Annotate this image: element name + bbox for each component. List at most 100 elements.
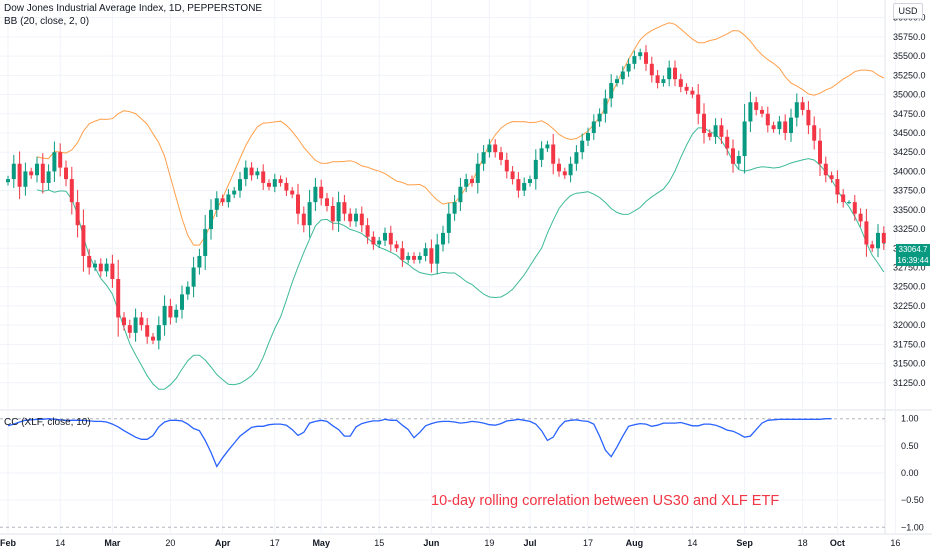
currency-button[interactable]: USD [893, 3, 923, 19]
candle-body [203, 229, 208, 256]
price-tick-label: 32500.0 [893, 282, 926, 292]
candle-body [707, 132, 712, 137]
candle-body [742, 121, 747, 157]
candle-body [580, 140, 585, 153]
time-tick-label: 19 [484, 538, 494, 548]
candle-body [412, 255, 416, 260]
candle-body [226, 194, 231, 203]
candle-body [348, 213, 353, 222]
candle-body [597, 113, 602, 122]
time-tick-label: Oct [830, 538, 845, 548]
time-tick-label: 20 [165, 538, 175, 548]
candle-body [272, 179, 277, 187]
candle-body [214, 198, 219, 210]
candle-body [64, 167, 68, 180]
candle-body [632, 56, 637, 64]
candle-body [499, 152, 503, 160]
candle-body [6, 179, 10, 183]
candle-body [881, 232, 886, 244]
candle-body [551, 144, 556, 164]
candle-body [603, 98, 608, 114]
candle-body [52, 152, 57, 172]
candle-body [46, 171, 51, 183]
candle-body [516, 179, 521, 191]
candle-body [365, 225, 370, 237]
candle-body [406, 255, 411, 260]
candle-body [359, 213, 364, 226]
candle-body [702, 113, 706, 133]
candle-body [243, 167, 248, 180]
candle-body [249, 167, 254, 176]
candle-body [504, 159, 509, 172]
candle-body [510, 171, 515, 180]
candle-body [470, 179, 474, 183]
candle-body [684, 86, 689, 91]
candle-body [736, 156, 741, 164]
candle-body [75, 202, 80, 226]
price-tick-label: 35750.0 [893, 32, 926, 42]
time-tick-label: 14 [687, 538, 697, 548]
candle-body [754, 102, 759, 110]
candle-body [609, 83, 614, 99]
candle-body [835, 179, 840, 195]
candle-body [174, 309, 179, 318]
candle-body [661, 79, 666, 84]
candle-body [290, 190, 295, 195]
candle-body [197, 255, 202, 268]
candle-body [858, 213, 863, 222]
bar-countdown: 16:39:44 [897, 256, 929, 265]
candle-body [760, 109, 764, 114]
cc-tick-label: 0.00 [901, 468, 919, 478]
candle-body [806, 109, 811, 126]
candle-body [487, 144, 492, 153]
candle-body [615, 79, 619, 84]
candle-body [394, 244, 399, 249]
candle-body [464, 179, 469, 187]
candle-body [267, 182, 271, 187]
candle-body [180, 294, 184, 310]
candle-body [104, 263, 109, 272]
time-tick-label: 14 [55, 538, 65, 548]
candle-body [423, 248, 428, 256]
candle-body [168, 305, 173, 318]
candle-body [673, 67, 677, 80]
candle-body [800, 102, 805, 110]
time-tick-label: Feb [0, 538, 16, 548]
candle-body [11, 163, 16, 180]
candle-body [417, 255, 422, 260]
time-tick-label: Mar [104, 538, 121, 548]
price-tick-label: 34750.0 [893, 109, 926, 119]
candle-body [23, 171, 28, 187]
candle-body [296, 194, 300, 214]
candle-body [185, 286, 190, 295]
candle-body [301, 213, 306, 226]
cc-tick-label: −0.50 [901, 495, 924, 505]
time-tick-label: Jun [423, 538, 439, 548]
candle-body [446, 213, 451, 233]
candle-body [435, 244, 440, 264]
time-tick-label: 17 [270, 538, 280, 548]
time-tick-label: 16 [890, 538, 900, 548]
price-tick-label: 31750.0 [893, 339, 926, 349]
time-tick-label: May [312, 538, 330, 548]
candle-body [145, 325, 150, 337]
candle-body [713, 125, 718, 137]
cc-tick-label: −1.00 [901, 522, 924, 532]
price-tick-label: 34500.0 [893, 128, 926, 138]
price-tick-label: 34250.0 [893, 147, 926, 157]
candle-body [354, 213, 358, 222]
candle-body [93, 263, 97, 268]
candle-body [794, 102, 799, 118]
candle-body [35, 163, 39, 176]
candle-body [284, 182, 289, 191]
candle-body [655, 75, 660, 84]
candle-body [17, 163, 22, 187]
price-tick-label: 33250.0 [893, 224, 926, 234]
price-tick-label: 35500.0 [893, 51, 926, 61]
candle-body [557, 163, 561, 172]
price-tick-label: 33500.0 [893, 205, 926, 215]
candle-body [313, 186, 318, 203]
candle-body [162, 305, 167, 326]
candle-body [475, 163, 480, 183]
